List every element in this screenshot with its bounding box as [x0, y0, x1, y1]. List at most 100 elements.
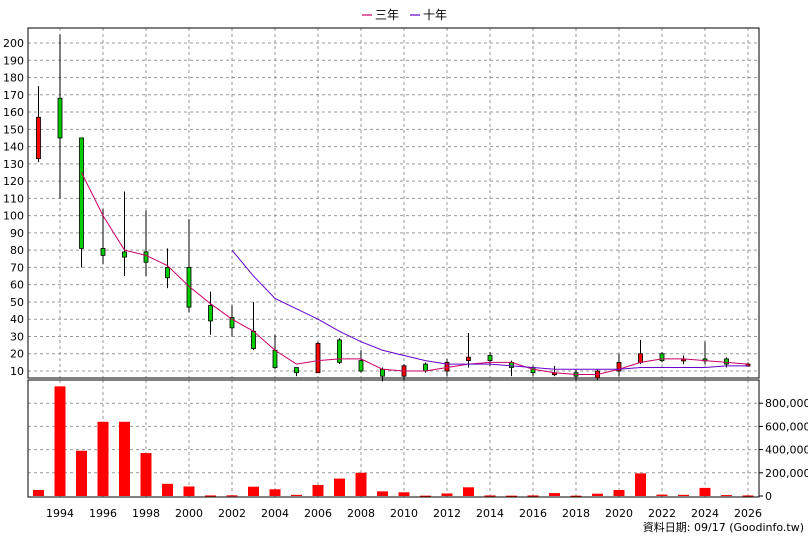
- year-tick-label: 2004: [261, 507, 289, 520]
- price-tick-label: 50: [10, 296, 24, 309]
- candle-body: [444, 361, 450, 372]
- volume-bar: [721, 495, 732, 497]
- moving-average-lines: [81, 172, 749, 375]
- candle-body: [272, 349, 278, 368]
- volume-bar: [119, 421, 130, 496]
- candle-body: [208, 304, 213, 322]
- volume-bar: [635, 473, 646, 496]
- price-tick-label: 70: [10, 261, 24, 274]
- volume-bar: [699, 487, 711, 496]
- year-tick-label: 2012: [433, 507, 461, 520]
- price-tick-label: 10: [10, 365, 24, 378]
- candle-body: [294, 367, 299, 374]
- year-tick-label: 2000: [175, 507, 203, 520]
- volume-tick-label: 600,000: [765, 420, 808, 433]
- volume-bar: [398, 492, 410, 496]
- volume-tick-label: 400,000: [765, 444, 808, 457]
- year-tick-label: 2022: [648, 507, 676, 520]
- price-tick-label: 30: [10, 330, 24, 343]
- year-tick-label: 2008: [347, 507, 375, 520]
- volume-bar: [97, 421, 109, 496]
- volume-bar: [54, 386, 66, 496]
- volume-bars: [33, 386, 754, 497]
- year-tick-label: 2016: [519, 507, 547, 520]
- candle-body: [616, 361, 622, 372]
- volume-bar: [291, 494, 302, 496]
- gridlines: [28, 28, 759, 497]
- legend-label: 三年: [375, 8, 399, 22]
- price-tick-label: 60: [10, 279, 24, 292]
- price-panel-background: [28, 28, 759, 378]
- volume-bar: [570, 495, 582, 497]
- year-tick-label: 1996: [89, 507, 117, 520]
- plot-frame: [27, 27, 760, 498]
- price-tick-label: 40: [10, 313, 24, 326]
- candle-body: [122, 251, 127, 258]
- volume-bar: [613, 489, 625, 496]
- volume-bar: [76, 450, 87, 496]
- candle-body: [487, 355, 493, 362]
- candlesticks: [36, 34, 751, 382]
- candle-body: [251, 330, 256, 349]
- price-tick-label: 120: [3, 175, 24, 188]
- volume-bar: [334, 478, 345, 496]
- candle-body: [466, 356, 471, 362]
- price-tick-label: 170: [3, 89, 24, 102]
- price-tick-label: 200: [3, 37, 24, 50]
- ma-3y-line: [81, 172, 749, 375]
- candle-body: [380, 368, 385, 377]
- volume-bar: [248, 486, 259, 496]
- candle-body: [57, 97, 63, 139]
- candle-body: [638, 353, 643, 363]
- volume-bar: [656, 494, 668, 496]
- footer-source-label: 資料日期: 09/17 (Goodinfo.tw): [643, 520, 804, 534]
- legend-label: 十年: [423, 8, 447, 22]
- price-tick-label: 80: [10, 244, 24, 257]
- volume-bar: [463, 487, 474, 496]
- volume-bar: [742, 495, 754, 497]
- year-tick-label: 2014: [476, 507, 504, 520]
- volume-bar: [506, 495, 517, 497]
- volume-bar: [549, 493, 560, 496]
- year-tick-label: 2020: [605, 507, 633, 520]
- volume-tick-label: 800,000: [765, 397, 808, 410]
- volume-bar: [527, 495, 539, 497]
- price-tick-label: 130: [3, 158, 24, 171]
- candle-body: [186, 267, 192, 308]
- volume-bar: [205, 495, 216, 497]
- volume-bar: [592, 493, 603, 496]
- volume-bar: [678, 494, 689, 496]
- candle-body: [337, 339, 342, 363]
- volume-bar: [377, 491, 388, 496]
- price-tick-label: 180: [3, 72, 24, 85]
- year-tick-label: 2002: [218, 507, 246, 520]
- volume-bar: [355, 472, 367, 496]
- axis-labels: 10 20 30 40 50 60 70 80 90 100 110 120 130 140 150 160 1…: [3, 37, 808, 520]
- ma-10y-line: [231, 249, 748, 370]
- candle-body: [358, 360, 364, 372]
- price-tick-label: 110: [3, 192, 24, 205]
- volume-bar: [420, 495, 431, 497]
- legend: 三年 十年: [362, 8, 447, 22]
- candle-body: [315, 342, 321, 374]
- year-tick-label: 1998: [132, 507, 160, 520]
- volume-bar: [312, 484, 324, 496]
- volume-panel-background: [28, 380, 759, 497]
- volume-bar: [441, 493, 453, 496]
- volume-panel-frame: [27, 379, 760, 498]
- year-tick-label: 2018: [562, 507, 590, 520]
- price-tick-label: 190: [3, 54, 24, 67]
- candle-body: [79, 137, 84, 249]
- year-tick-label: 2024: [691, 507, 719, 520]
- volume-bar: [162, 483, 173, 496]
- volume-bar: [33, 489, 44, 496]
- volume-bar: [269, 489, 281, 496]
- candle-body: [229, 317, 235, 329]
- candle-body: [100, 248, 106, 256]
- price-tick-label: 160: [3, 106, 24, 119]
- price-tick-label: 140: [3, 141, 24, 154]
- volume-tick-label: 200,000: [765, 467, 808, 480]
- year-tick-label: 2010: [390, 507, 418, 520]
